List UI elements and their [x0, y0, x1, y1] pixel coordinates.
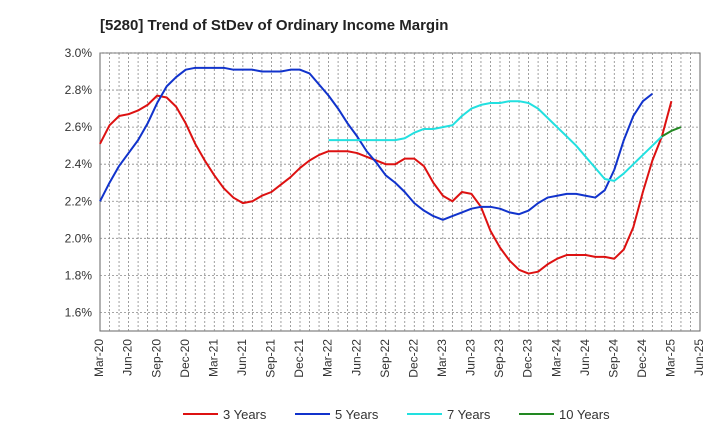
legend-label: 10 Years: [559, 407, 610, 422]
x-tick-label: Dec-23: [521, 339, 535, 378]
legend-label: 7 Years: [447, 407, 491, 422]
x-tick-label: Jun-23: [464, 339, 478, 376]
y-axis-ticks: 1.6% 1.8% 2.0% 2.2% 2.4% 2.6% 2.8% 3.0%: [65, 46, 93, 319]
legend-label: 5 Years: [335, 407, 379, 422]
series-line-3-years: [99, 94, 673, 275]
x-tick-label: Dec-20: [178, 339, 192, 378]
x-tick-label: Jun-24: [578, 339, 592, 376]
y-tick-label: 2.4%: [65, 157, 93, 171]
x-tick-label: Mar-24: [549, 339, 563, 377]
x-tick-label: Jun-25: [692, 339, 706, 376]
series-line-5-years: [99, 66, 653, 221]
series-lines: [99, 66, 682, 275]
legend-label: 3 Years: [223, 407, 267, 422]
x-tick-label: Sep-21: [264, 339, 278, 378]
x-tick-label: Mar-25: [664, 339, 678, 377]
x-tick-label: Mar-21: [206, 339, 220, 377]
chart-title: [5280] Trend of StDev of Ordinary Income…: [100, 17, 448, 34]
series-line-7-years: [328, 100, 663, 182]
x-tick-label: Dec-24: [635, 339, 649, 378]
series-line-10-years: [661, 126, 682, 138]
x-tick-label: Mar-22: [321, 339, 335, 377]
y-tick-label: 2.2%: [65, 194, 93, 208]
x-tick-label: Jun-20: [121, 339, 135, 376]
y-tick-label: 2.8%: [65, 83, 93, 97]
y-tick-label: 2.6%: [65, 120, 93, 134]
x-tick-label: Jun-21: [235, 339, 249, 376]
y-tick-label: 2.0%: [65, 231, 93, 245]
x-tick-label: Mar-23: [435, 339, 449, 377]
x-tick-label: Dec-21: [292, 339, 306, 378]
x-tick-label: Sep-24: [606, 339, 620, 378]
x-tick-label: Sep-20: [149, 339, 163, 378]
legend: 3 Years 5 Years 7 Years 10 Years: [183, 407, 610, 422]
plot-area: [99, 52, 701, 332]
y-tick-label: 1.8%: [65, 268, 93, 282]
x-tick-label: Dec-22: [406, 339, 420, 378]
x-tick-label: Jun-22: [349, 339, 363, 376]
y-tick-label: 1.6%: [65, 305, 93, 319]
x-tick-label: Sep-22: [378, 339, 392, 378]
grid-lines: [100, 52, 700, 331]
x-tick-label: Mar-20: [92, 339, 106, 377]
x-axis-ticks: Mar-20 Jun-20 Sep-20 Dec-20 Mar-21 Jun-21 Sep-…: [92, 339, 706, 378]
x-tick-label: Sep-23: [492, 339, 506, 378]
y-tick-label: 3.0%: [65, 46, 93, 60]
